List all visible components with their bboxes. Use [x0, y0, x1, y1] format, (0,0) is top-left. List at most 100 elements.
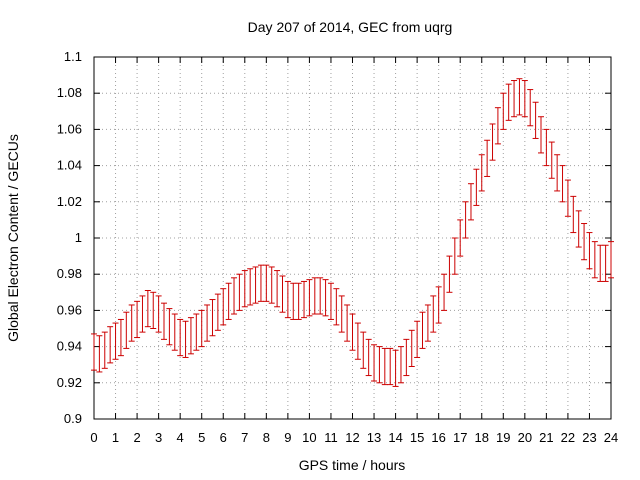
x-tick-label: 5: [198, 430, 205, 445]
y-tick-label: 0.98: [57, 266, 82, 281]
data-point: [128, 304, 135, 342]
data-point: [155, 295, 162, 333]
data-point: [112, 322, 119, 360]
data-point: [322, 279, 329, 317]
x-tick-label: 21: [539, 430, 553, 445]
x-tick-label: 7: [241, 430, 248, 445]
data-point: [403, 338, 410, 377]
data-point: [301, 280, 308, 319]
data-point: [537, 116, 544, 154]
data-point: [597, 244, 604, 282]
data-point: [274, 270, 281, 308]
data-point: [134, 300, 141, 339]
data-point: [467, 183, 474, 221]
x-tick-label: 0: [90, 430, 97, 445]
data-point: [532, 101, 539, 139]
chart-title: Day 207 of 2014, GEC from uqrg: [248, 19, 453, 35]
data-point: [290, 282, 297, 320]
data-point: [586, 232, 593, 270]
x-tick-label: 22: [561, 430, 575, 445]
data-point: [144, 289, 151, 328]
x-axis-title: GPS time / hours: [299, 457, 406, 473]
y-tick-label: 1: [75, 230, 82, 245]
data-point: [559, 165, 566, 203]
data-point: [376, 346, 383, 384]
data-point: [500, 92, 507, 130]
data-point: [408, 329, 415, 368]
data-point: [96, 335, 103, 373]
data-point: [435, 286, 442, 324]
data-point: [392, 349, 399, 387]
x-tick-label: 16: [431, 430, 445, 445]
data-point: [354, 322, 361, 360]
y-tick-label: 1.04: [57, 158, 82, 173]
data-point: [419, 311, 426, 349]
grid-layer: [94, 57, 611, 419]
x-tick-label: 1: [112, 430, 119, 445]
x-tick-label: 6: [220, 430, 227, 445]
data-point: [548, 141, 555, 179]
data-point: [161, 302, 168, 340]
data-point: [187, 317, 194, 355]
data-point: [516, 78, 523, 116]
data-point: [489, 123, 496, 161]
x-tick-label: 9: [284, 430, 291, 445]
y-tick-label: 0.94: [57, 339, 82, 354]
data-point: [247, 268, 254, 306]
data-point: [360, 331, 367, 369]
x-tick-label: 2: [133, 430, 140, 445]
data-point: [333, 288, 340, 326]
data-point: [478, 154, 485, 192]
data-point: [554, 154, 561, 192]
data-point: [91, 333, 97, 371]
data-point: [257, 264, 264, 302]
data-point: [295, 282, 302, 320]
data-point: [570, 195, 577, 234]
data-point: [209, 299, 216, 337]
data-point: [473, 168, 480, 206]
data-point: [591, 241, 598, 279]
data-point: [527, 89, 534, 127]
data-point: [166, 308, 173, 346]
data-point: [101, 331, 108, 369]
data-point: [414, 320, 421, 358]
y-tick-label: 1.1: [64, 49, 82, 64]
data-point: [344, 304, 351, 342]
tick-layer: [93, 56, 612, 420]
data-point: [511, 80, 518, 118]
data-point: [231, 277, 238, 315]
data-point: [268, 266, 275, 304]
data-point: [252, 266, 259, 304]
data-point: [494, 107, 501, 145]
data-point: [220, 288, 227, 326]
data-point: [311, 277, 318, 315]
data-point: [371, 344, 378, 382]
data-point: [397, 346, 404, 384]
data-point: [543, 128, 550, 167]
data-point: [214, 293, 221, 331]
data-point: [177, 318, 184, 357]
y-tick-label: 0.92: [57, 375, 82, 390]
x-tick-label: 18: [475, 430, 489, 445]
data-point: [236, 273, 243, 311]
data-point: [349, 313, 356, 351]
data-point: [182, 320, 189, 358]
data-point: [521, 80, 528, 118]
x-tick-label: 12: [345, 430, 359, 445]
data-point: [602, 244, 609, 282]
data-point: [484, 139, 491, 177]
y-axis-title: Global Electron Content / GECUs: [5, 134, 21, 342]
data-point: [204, 304, 211, 342]
x-tick-label: 3: [155, 430, 162, 445]
series-layer: [91, 78, 614, 387]
data-point: [139, 295, 146, 333]
y-tick-label: 1.06: [57, 121, 82, 136]
data-point: [107, 326, 114, 364]
data-point: [581, 223, 588, 261]
x-tick-label: 8: [263, 430, 270, 445]
data-point: [284, 280, 291, 319]
x-tick-label: 14: [388, 430, 402, 445]
data-point: [241, 270, 248, 308]
